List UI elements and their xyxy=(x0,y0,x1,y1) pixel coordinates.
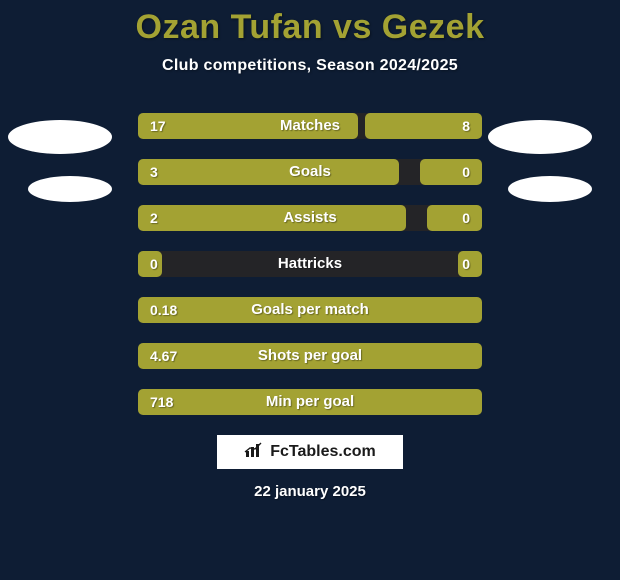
barchart-icon xyxy=(244,442,264,463)
stat-value-left: 0.18 xyxy=(150,297,177,323)
bar-fill-right xyxy=(427,205,482,231)
logo-text: FcTables.com xyxy=(270,443,376,461)
stat-value-left: 2 xyxy=(150,205,158,231)
bar-fill-left xyxy=(138,159,399,185)
stat-value-right: 0 xyxy=(462,251,470,277)
stat-value-left: 718 xyxy=(150,389,173,415)
stat-row: 0.18Goals per match xyxy=(138,297,482,323)
footer-date: 22 january 2025 xyxy=(0,483,620,500)
subtitle: Club competitions, Season 2024/2025 xyxy=(0,57,620,75)
stat-value-left: 0 xyxy=(150,251,158,277)
page-title: Ozan Tufan vs Gezek xyxy=(0,0,620,47)
bar-fill-left xyxy=(138,343,482,369)
stat-value-right: 0 xyxy=(462,205,470,231)
bar-fill-left xyxy=(138,113,358,139)
stat-row: 718Min per goal xyxy=(138,389,482,415)
bar-fill-left xyxy=(138,205,406,231)
stat-value-right: 0 xyxy=(462,159,470,185)
stat-rows: 178Matches30Goals20Assists00Hattricks0.1… xyxy=(0,113,620,415)
stat-row: 30Goals xyxy=(138,159,482,185)
stat-row: 178Matches xyxy=(138,113,482,139)
bar-fill-left xyxy=(138,297,482,323)
bar-fill-left xyxy=(138,389,482,415)
stat-value-left: 4.67 xyxy=(150,343,177,369)
bar-fill-right xyxy=(420,159,482,185)
bar-track xyxy=(138,251,482,277)
stat-row: 00Hattricks xyxy=(138,251,482,277)
comparison-infographic: Ozan Tufan vs Gezek Club competitions, S… xyxy=(0,0,620,580)
stat-row: 4.67Shots per goal xyxy=(138,343,482,369)
stat-row: 20Assists xyxy=(138,205,482,231)
stat-value-left: 3 xyxy=(150,159,158,185)
fctables-logo: FcTables.com xyxy=(217,435,403,469)
stat-value-left: 17 xyxy=(150,113,166,139)
stat-value-right: 8 xyxy=(462,113,470,139)
